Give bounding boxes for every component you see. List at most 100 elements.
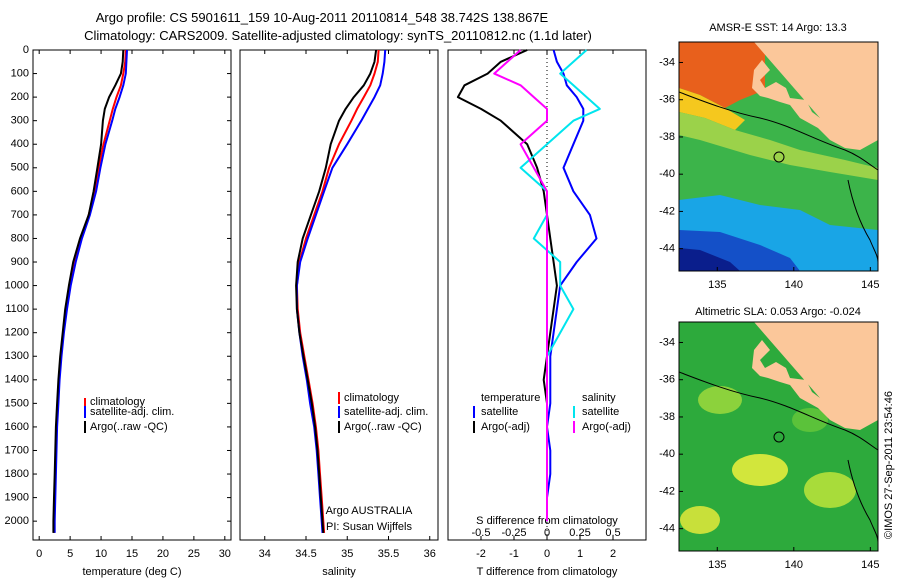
s-tick-label: 0.25 <box>569 527 590 539</box>
temperature-panel: temperature (deg C) climatology satellit… <box>5 44 232 578</box>
series-line <box>52 49 125 533</box>
sst-map-title: AMSR-E SST: 14 Argo: 13.3 <box>709 22 847 34</box>
series-line <box>53 49 128 533</box>
y-tick-label: 1200 <box>5 327 29 339</box>
map-y-tick-label: -36 <box>659 374 675 386</box>
x-tick-label: -1 <box>509 548 519 560</box>
sla-argo-marker <box>773 431 785 443</box>
s-tick-label: 0 <box>544 527 550 539</box>
sal-legend-argo-label: Argo(..raw -QC) <box>344 421 422 433</box>
sst-shelf-contour2 <box>847 179 878 263</box>
sla-map-frame <box>678 321 879 552</box>
x-tick-label: 2 <box>610 548 616 560</box>
sla-blob-1 <box>698 386 742 414</box>
sst-argo-marker <box>773 151 785 163</box>
map-y-tick-label: -34 <box>659 56 675 68</box>
x-tick-label: 0 <box>36 548 42 560</box>
y-tick-label: 400 <box>11 138 29 150</box>
x-tick-label: 34.5 <box>295 548 316 560</box>
x-tick-label: 35 <box>341 548 353 560</box>
map-x-tick-label: 145 <box>861 559 879 571</box>
map-y-tick-label: -44 <box>659 523 675 535</box>
x-tick-label: 5 <box>67 548 73 560</box>
y-tick-label: 0 <box>23 44 29 56</box>
map-y-tick-label: -40 <box>659 168 675 180</box>
y-tick-label: 900 <box>11 256 29 268</box>
x-tick-label: 15 <box>126 548 138 560</box>
sal-legend-climatology-label: climatology <box>344 392 400 404</box>
legend-s-argo-label: Argo(-adj) <box>582 421 631 433</box>
y-tick-label: 300 <box>11 115 29 127</box>
salinity-legend: climatology satellite-adj. clim. Argo(..… <box>338 392 428 433</box>
x-tick-label: 35.5 <box>378 548 399 560</box>
y-tick-label: 100 <box>11 67 29 79</box>
s-tick-label: -0.25 <box>501 527 526 539</box>
sla-map-title: Altimetric SLA: 0.053 Argo: -0.024 <box>695 306 861 318</box>
difference-xlabel: T difference from climatology <box>477 566 618 578</box>
y-tick-label: 600 <box>11 185 29 197</box>
x-tick-label: 25 <box>188 548 200 560</box>
sla-map-panel: Altimetric SLA: 0.053 Argo: -0.024 135 14… <box>659 306 879 571</box>
sla-shelf-contour2 <box>847 459 878 543</box>
temperature-legend: climatology satellite-adj. clim. Argo(..… <box>84 396 174 433</box>
figure-title-line2: Climatology: CARS2009. Satellite-adjuste… <box>84 28 592 43</box>
y-tick-label: 1800 <box>5 468 29 480</box>
salinity-xlabel: salinity <box>322 566 356 578</box>
y-tick-label: 1100 <box>5 303 29 315</box>
x-tick-label: 0 <box>544 548 550 560</box>
y-tick-label: 1900 <box>5 492 29 504</box>
legend-t-sat-label: satellite <box>481 406 518 418</box>
legend-t-argo-label: Argo(-adj) <box>481 421 530 433</box>
y-tick-label: 1000 <box>5 279 29 291</box>
sst-mid-band <box>679 112 878 180</box>
legend-s-sat-label: satellite <box>582 406 619 418</box>
x-tick-label: 30 <box>219 548 231 560</box>
y-tick-label: 1400 <box>5 374 29 386</box>
x-tick-label: -2 <box>476 548 486 560</box>
sst-map-panel: AMSR-E SST: 14 Argo: 13.3 135 140 145 -34 -3… <box>659 22 879 291</box>
y-tick-label: 1700 <box>5 444 29 456</box>
imos-timestamp: ©IMOS 27-Sep-2011 23:54:46 <box>883 391 895 539</box>
map-y-tick-label: -42 <box>659 205 675 217</box>
sla-blob-2 <box>732 454 788 486</box>
x-tick-label: 20 <box>157 548 169 560</box>
map-x-tick-label: 140 <box>785 279 803 291</box>
sla-blob-4 <box>680 506 720 534</box>
x-tick-label: 34 <box>259 548 271 560</box>
map-x-tick-label: 145 <box>861 279 879 291</box>
salinity-annotation-line2: PI: Susan Wijffels <box>326 521 412 533</box>
difference-legend: temperature satellite Argo(-adj) salinit… <box>473 392 631 433</box>
map-x-tick-label: 140 <box>785 559 803 571</box>
sla-blob-3 <box>804 472 856 508</box>
salinity-annotation-line1: Argo AUSTRALIA <box>326 505 413 517</box>
y-tick-label: 700 <box>11 209 29 221</box>
sst-map-frame <box>678 41 879 272</box>
y-tick-label: 800 <box>11 232 29 244</box>
legend-satellite-label: satellite-adj. clim. <box>90 406 174 418</box>
sla-land <box>752 322 878 430</box>
temperature-plot-frame <box>32 49 232 541</box>
map-y-tick-label: -40 <box>659 448 675 460</box>
map-x-tick-label: 135 <box>708 559 726 571</box>
y-tick-label: 1600 <box>5 421 29 433</box>
s-tick-label: -0.5 <box>472 527 491 539</box>
x-tick-label: 36 <box>424 548 436 560</box>
x-tick-label: 1 <box>577 548 583 560</box>
map-y-tick-label: -36 <box>659 94 675 106</box>
legend-argo-label: Argo(..raw -QC) <box>90 421 168 433</box>
temperature-xlabel: temperature (deg C) <box>82 566 181 578</box>
sst-shelf-contour <box>679 91 878 171</box>
y-tick-label: 500 <box>11 162 29 174</box>
legend-climatology-label: climatology <box>90 396 146 408</box>
y-tick-label: 1500 <box>5 397 29 409</box>
salinity-plot-frame <box>239 49 439 541</box>
sst-coldest-band <box>679 248 740 271</box>
y-tick-label: 2000 <box>5 515 29 527</box>
sla-blob-5 <box>792 408 828 432</box>
difference-panel: T difference from climatology S differen… <box>447 49 647 578</box>
legend-temperature-title: temperature <box>481 392 540 404</box>
series-line <box>295 49 378 533</box>
s-tick-label: 0.5 <box>605 527 620 539</box>
y-tick-label: 200 <box>11 91 29 103</box>
